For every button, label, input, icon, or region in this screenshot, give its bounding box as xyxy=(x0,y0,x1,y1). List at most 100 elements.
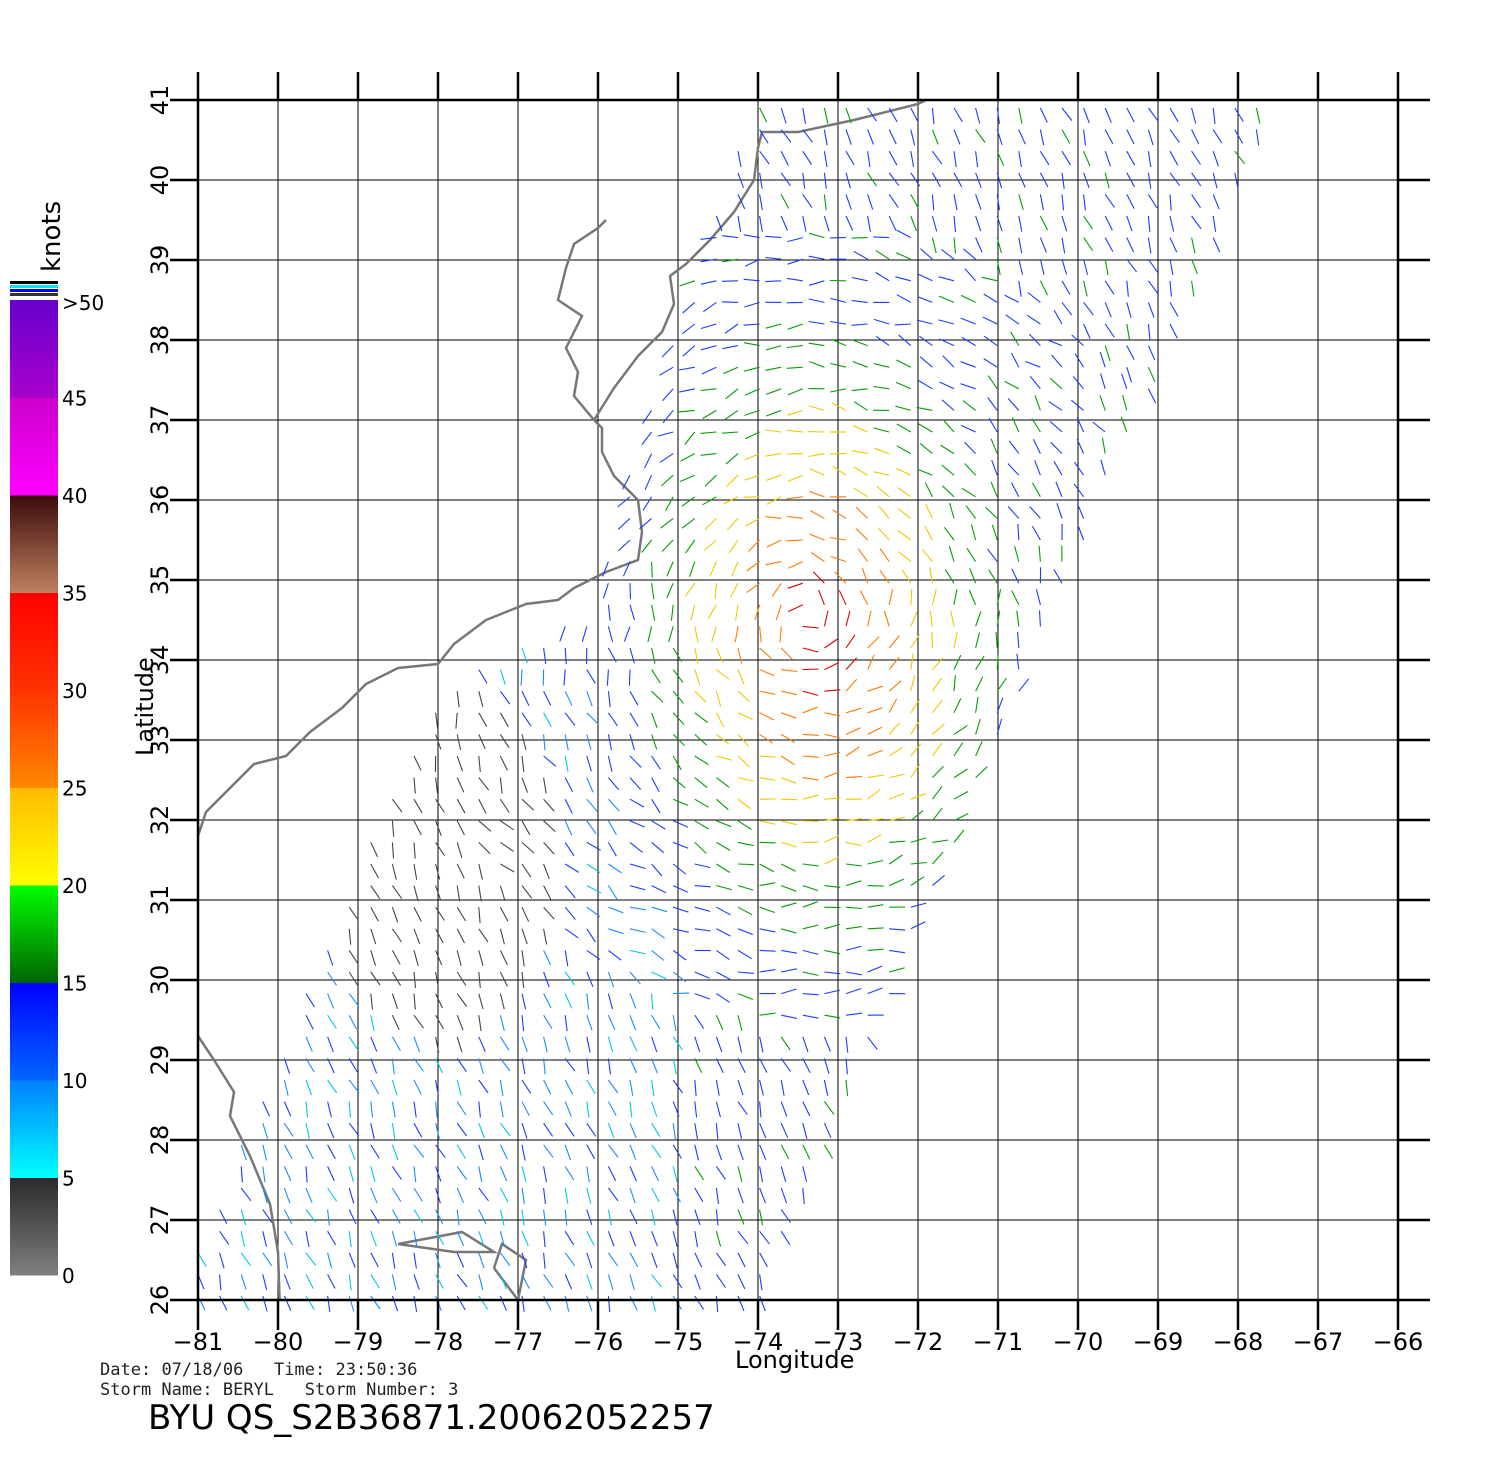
wind-vector xyxy=(726,518,739,531)
island-outline xyxy=(397,1230,499,1254)
wind-vector xyxy=(759,841,776,844)
wind-vector xyxy=(852,360,868,368)
wind-vector xyxy=(920,248,933,260)
wind-vector xyxy=(305,1079,313,1096)
wind-vector xyxy=(948,546,955,562)
wind-vector xyxy=(744,409,760,416)
wind-vector xyxy=(1071,334,1084,347)
wind-vector xyxy=(283,1122,294,1137)
wind-vector xyxy=(981,276,998,282)
wind-vector xyxy=(780,1187,788,1204)
wind-vector xyxy=(823,151,828,168)
wind-vector xyxy=(759,1166,764,1183)
wind-vector xyxy=(564,885,576,899)
wind-vector xyxy=(391,885,403,899)
wind-vector xyxy=(305,1036,313,1052)
wind-vector xyxy=(802,885,819,892)
wind-vector xyxy=(1053,461,1063,476)
wind-vector xyxy=(824,751,841,757)
wind-vector xyxy=(910,699,921,714)
wind-vector xyxy=(1126,194,1135,209)
wind-vector xyxy=(694,863,711,869)
wind-vector xyxy=(413,1274,420,1290)
wind-vector xyxy=(1011,482,1020,498)
wind-vector xyxy=(240,1274,247,1290)
wind-vector xyxy=(823,1036,831,1052)
wind-vector xyxy=(873,447,890,455)
wind-vector xyxy=(786,429,803,433)
wind-vector xyxy=(543,950,551,966)
wind-vector xyxy=(834,571,847,584)
wind-vector xyxy=(586,1295,593,1312)
wind-vector xyxy=(629,734,635,750)
wind-vector xyxy=(672,734,685,746)
wind-vector xyxy=(737,1123,743,1139)
wind-vector xyxy=(694,928,711,932)
wind-vector xyxy=(348,950,359,965)
longitude-tick-label: −66 xyxy=(1373,1328,1424,1356)
wind-vector xyxy=(629,841,643,853)
wind-vector xyxy=(370,1252,379,1268)
wind-vector xyxy=(983,293,998,303)
wind-vector xyxy=(1126,107,1135,123)
wind-vector xyxy=(413,993,416,1010)
wind-vector xyxy=(765,256,782,260)
wind-vector xyxy=(694,1187,704,1203)
wind-vector xyxy=(970,524,977,541)
wind-vector xyxy=(305,1123,310,1139)
wind-vector xyxy=(823,1101,835,1115)
wind-vector xyxy=(678,409,695,413)
wind-vector xyxy=(327,1187,338,1202)
wind-vector xyxy=(737,1058,746,1073)
wind-vector xyxy=(953,698,962,714)
wind-vector xyxy=(1035,589,1041,605)
wind-vector xyxy=(883,610,890,627)
wind-vector xyxy=(787,237,803,243)
wind-vector xyxy=(702,301,717,313)
wind-vector xyxy=(651,863,663,877)
wind-vector xyxy=(1038,610,1041,627)
wind-vector xyxy=(348,1295,355,1312)
wind-vector xyxy=(759,949,776,952)
wind-vector xyxy=(725,388,739,400)
longitude-tick-label: −69 xyxy=(1133,1328,1184,1356)
colorbar-tick-label: 10 xyxy=(62,1069,87,1093)
wind-vector xyxy=(721,280,739,282)
wind-vector xyxy=(759,755,776,758)
wind-vector xyxy=(1100,459,1106,476)
wind-vector xyxy=(867,726,883,735)
wind-vector xyxy=(1018,129,1026,145)
wind-vector xyxy=(737,755,750,768)
wind-vector xyxy=(283,1230,294,1246)
wind-vector xyxy=(737,172,745,188)
wind-vector xyxy=(665,496,674,512)
wind-vector xyxy=(942,485,955,498)
wind-vector xyxy=(456,691,460,708)
wind-vector xyxy=(802,1058,811,1073)
wind-vector xyxy=(786,366,803,369)
wind-vector xyxy=(629,949,646,955)
wind-vector xyxy=(802,863,819,867)
wind-vector xyxy=(1014,546,1020,562)
wind-vector xyxy=(845,150,855,166)
wind-vector xyxy=(853,487,868,498)
colorbar-tick-label: 15 xyxy=(62,972,87,996)
wind-vector xyxy=(564,734,569,751)
wind-vector xyxy=(629,1231,637,1247)
wind-vector xyxy=(895,276,911,282)
wind-vector xyxy=(1061,280,1071,295)
wind-vector xyxy=(413,863,418,880)
wind-vector xyxy=(500,820,514,831)
wind-vector xyxy=(435,712,439,729)
wind-vector xyxy=(694,906,711,912)
wind-vector xyxy=(607,1231,615,1247)
wind-vector xyxy=(543,820,556,833)
wind-vector xyxy=(327,1058,335,1074)
wind-vector xyxy=(781,988,797,995)
wind-vector xyxy=(953,675,956,692)
wind-vector xyxy=(608,928,624,935)
wind-vector xyxy=(694,1166,705,1181)
wind-vector xyxy=(1147,107,1159,122)
wind-vector xyxy=(521,950,525,967)
wind-vector xyxy=(629,971,641,985)
